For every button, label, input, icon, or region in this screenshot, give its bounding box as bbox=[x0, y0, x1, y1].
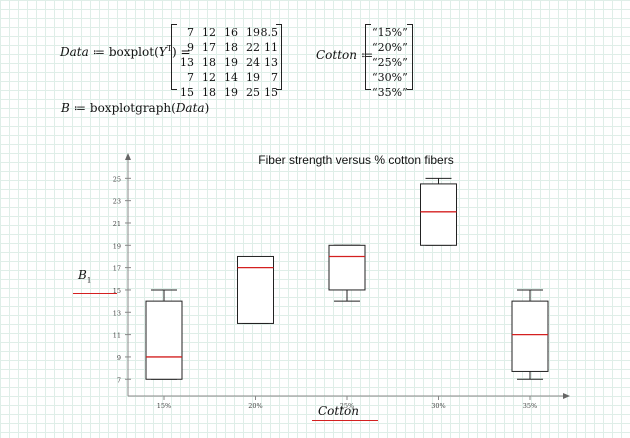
matrix-cell: 11 bbox=[264, 41, 278, 54]
matrix-cell: 19 bbox=[224, 86, 238, 99]
y-tick-label: 9 bbox=[117, 354, 121, 362]
vector-cell: “30%” bbox=[372, 71, 408, 84]
b-definition[interactable]: B ≔ boxplotgraph(Data) bbox=[61, 101, 209, 115]
x-tick-label: 15% bbox=[157, 402, 171, 410]
matrix-cell: 15 bbox=[180, 86, 194, 99]
transpose-sup: T bbox=[166, 44, 173, 53]
data-variable: Data bbox=[60, 45, 89, 59]
y-tick-label: 17 bbox=[113, 265, 121, 273]
matrix-cell: 19 bbox=[246, 71, 260, 84]
matrix-cell: 16 bbox=[224, 26, 238, 39]
matrix-left-bracket bbox=[171, 24, 177, 90]
b-variable: B bbox=[61, 101, 70, 115]
y-tick-label: 25 bbox=[113, 175, 121, 183]
vector-cell: “20%” bbox=[372, 41, 408, 54]
close-paren: ) bbox=[204, 101, 210, 115]
matrix-row: 7 12 16 19 8.5 bbox=[176, 25, 278, 40]
matrix-cell: 17 bbox=[202, 41, 216, 54]
y-trace-subscript: 1 bbox=[86, 276, 92, 285]
matrix-row: 9 17 18 22 11 bbox=[176, 40, 278, 55]
y-trace-label[interactable]: B1 bbox=[78, 268, 91, 284]
x-trace-label[interactable]: Cotton bbox=[318, 404, 360, 418]
y-tick-label: 15 bbox=[113, 287, 121, 295]
chart-title: Fiber strength versus % cotton fibers bbox=[258, 153, 453, 167]
matrix-cell: 9 bbox=[187, 41, 194, 54]
equals-sign: = bbox=[180, 45, 191, 59]
data-definition[interactable]: Data ≔ boxplot(YT) = bbox=[60, 44, 191, 59]
matrix-cell: 13 bbox=[264, 56, 278, 69]
x-tick-group: 15% 20% 25% 30% 35% bbox=[157, 396, 537, 410]
matrix-right-bracket bbox=[276, 24, 282, 90]
x-tick-label: 20% bbox=[248, 402, 262, 410]
data-arg: Data bbox=[175, 101, 205, 115]
assign-operator: ≔ bbox=[360, 48, 374, 62]
y-variable: Y bbox=[158, 45, 167, 59]
matrix-cell: 12 bbox=[202, 26, 216, 39]
matrix-cell: 13 bbox=[180, 56, 194, 69]
y-tick-group: 7 9 11 13 15 17 19 21 23 25 bbox=[113, 175, 131, 384]
data-result-matrix[interactable]: 7 12 16 19 8.5 9 17 18 22 11 13 18 19 24 13 7 12 14 19 7 15 1… bbox=[176, 25, 278, 100]
open-paren: ( bbox=[154, 45, 159, 59]
boxplotgraph-function: boxplotgraph bbox=[89, 101, 172, 115]
matrix-cell: 24 bbox=[246, 56, 260, 69]
vector-left-bracket bbox=[365, 24, 371, 90]
box-iqr bbox=[420, 183, 457, 246]
matrix-cell: 19 bbox=[246, 26, 260, 39]
y-tick-label: 7 bbox=[117, 376, 121, 384]
box-iqr bbox=[237, 255, 274, 324]
y-tick-label: 19 bbox=[113, 242, 121, 250]
boxplot-function: boxplot bbox=[108, 45, 155, 59]
x-axis-arrow bbox=[563, 393, 570, 399]
box-iqr bbox=[145, 300, 183, 380]
vector-cell: “35%” bbox=[372, 86, 408, 99]
assign-operator: ≔ bbox=[73, 101, 87, 115]
vector-cell: “25%” bbox=[372, 56, 408, 69]
matrix-cell: 7 bbox=[271, 71, 278, 84]
matrix-cell: 19 bbox=[224, 56, 238, 69]
matrix-cell: 22 bbox=[246, 41, 260, 54]
matrix-row: 13 18 19 24 13 bbox=[176, 55, 278, 70]
matrix-cell: 18 bbox=[224, 41, 238, 54]
cotton-variable: Cotton bbox=[316, 48, 358, 62]
matrix-cell: 25 bbox=[246, 86, 260, 99]
y-tick-label: 13 bbox=[113, 309, 121, 317]
x-tick-label: 30% bbox=[431, 402, 445, 410]
matrix-cell: 12 bbox=[202, 71, 216, 84]
cotton-vector[interactable]: “15%” “20%” “25%” “30%” “35%” bbox=[372, 25, 408, 100]
box-iqr bbox=[328, 244, 366, 291]
matrix-cell: 18 bbox=[202, 56, 216, 69]
y-tick-label: 23 bbox=[113, 198, 121, 206]
matrix-cell: 14 bbox=[224, 71, 238, 84]
matrix-cell: 15 bbox=[264, 86, 278, 99]
assign-operator: ≔ bbox=[92, 45, 105, 59]
matrix-cell: 8.5 bbox=[260, 26, 279, 39]
cotton-definition[interactable]: Cotton ≔ bbox=[316, 48, 373, 62]
y-trace-var: B bbox=[78, 268, 87, 282]
box-group bbox=[145, 177, 549, 380]
x-trace-underline bbox=[312, 420, 378, 421]
open-paren: ( bbox=[171, 101, 176, 115]
matrix-row: 7 12 14 19 7 bbox=[176, 70, 278, 85]
y-tick-label: 11 bbox=[113, 332, 121, 340]
matrix-cell: 7 bbox=[187, 26, 194, 39]
close-paren: ) bbox=[172, 45, 177, 59]
x-tick-label: 35% bbox=[523, 402, 537, 410]
x-tick-label: 25% bbox=[340, 402, 354, 410]
matrix-cell: 18 bbox=[202, 86, 216, 99]
matrix-cell: 7 bbox=[187, 71, 194, 84]
y-tick-label: 21 bbox=[113, 220, 121, 228]
matrix-row: 15 18 19 25 15 bbox=[176, 85, 278, 100]
vector-right-bracket bbox=[407, 24, 413, 90]
y-trace-underline bbox=[73, 293, 117, 294]
y-axis-arrow bbox=[125, 153, 131, 160]
box-iqr bbox=[511, 300, 549, 372]
vector-cell: “15%” bbox=[372, 26, 408, 39]
